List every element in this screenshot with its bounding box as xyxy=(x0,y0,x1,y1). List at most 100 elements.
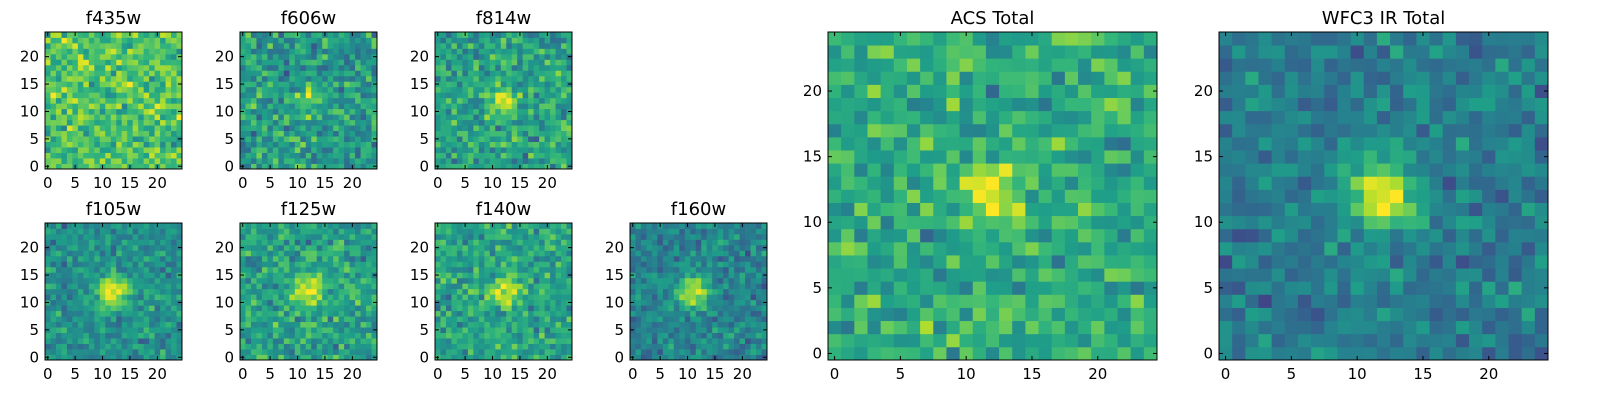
heatmap-cell xyxy=(500,343,507,350)
heatmap-cell xyxy=(473,266,480,273)
heatmap-cell xyxy=(640,266,647,273)
heatmap-cell xyxy=(371,152,378,159)
heatmap-cell xyxy=(294,114,301,121)
heatmap-cell xyxy=(77,261,84,268)
heatmap-cell xyxy=(149,294,155,301)
heatmap-cell xyxy=(165,354,172,361)
heatmap-cell xyxy=(311,288,318,295)
heatmap-cell xyxy=(327,163,334,170)
heatmap-cell xyxy=(245,310,252,317)
heatmap-cell xyxy=(143,42,150,49)
heatmap-cell xyxy=(294,53,301,60)
heatmap-cell xyxy=(517,349,524,355)
heatmap-cell xyxy=(723,223,730,229)
panel-title-f606w: f606w xyxy=(281,8,336,29)
heatmap-cell xyxy=(511,97,518,104)
heatmap-cell xyxy=(338,332,345,339)
heatmap-cell xyxy=(550,354,556,361)
heatmap-cell xyxy=(695,310,702,317)
heatmap-cell xyxy=(695,283,702,290)
heatmap-cell xyxy=(456,321,463,328)
heatmap-cell xyxy=(690,223,697,229)
heatmap-cell xyxy=(160,244,166,251)
heatmap-cell xyxy=(566,332,573,339)
heatmap-cell xyxy=(1130,346,1145,361)
heatmap-cell xyxy=(267,283,274,290)
heatmap-cell xyxy=(72,53,79,60)
heatmap-cell xyxy=(160,163,166,170)
heatmap-cell xyxy=(1038,176,1053,190)
heatmap-cell xyxy=(300,244,307,251)
heatmap-cell xyxy=(311,136,318,142)
heatmap-cell xyxy=(110,86,117,93)
heatmap-cell xyxy=(506,332,513,339)
heatmap-cell xyxy=(360,158,367,164)
heatmap-cell xyxy=(478,349,485,355)
heatmap-cell xyxy=(646,349,653,355)
heatmap-cell xyxy=(105,305,112,312)
heatmap-cell xyxy=(305,228,312,235)
heatmap-cell xyxy=(550,310,556,317)
heatmap-cell xyxy=(344,321,350,328)
heatmap-cell xyxy=(99,250,106,257)
heatmap-cell xyxy=(539,92,545,99)
heatmap-cell xyxy=(673,316,680,323)
heatmap-cell xyxy=(544,42,551,49)
heatmap-cell xyxy=(272,125,279,132)
heatmap-cell xyxy=(566,114,573,121)
heatmap-cell xyxy=(522,266,529,273)
heatmap-cell xyxy=(160,81,166,88)
heatmap-cell xyxy=(176,86,183,93)
heatmap-cell xyxy=(338,163,345,170)
heatmap-cell xyxy=(756,354,762,361)
heatmap-cell xyxy=(105,343,112,350)
heatmap-cell xyxy=(61,48,68,55)
heatmap-cell xyxy=(55,349,62,355)
heatmap-cell xyxy=(305,125,312,132)
x-tick-label: 20 xyxy=(538,174,557,192)
heatmap-cell xyxy=(500,244,507,251)
heatmap-cell xyxy=(1078,228,1092,243)
heatmap-cell xyxy=(267,228,274,235)
heatmap-cell xyxy=(77,53,84,60)
heatmap-cell xyxy=(88,223,95,229)
heatmap-cell xyxy=(149,152,155,159)
heatmap-cell xyxy=(360,147,367,153)
heatmap-cell xyxy=(72,288,79,295)
heatmap-cell xyxy=(517,108,524,115)
heatmap-cell xyxy=(88,158,95,164)
heatmap-cell xyxy=(657,299,664,306)
heatmap-cell xyxy=(467,310,474,317)
heatmap-cell xyxy=(300,53,307,60)
heatmap-cell xyxy=(316,64,323,71)
heatmap-cell xyxy=(371,294,378,301)
heatmap-cell xyxy=(160,239,166,246)
heatmap-cell xyxy=(745,239,751,246)
heatmap-cell xyxy=(55,119,62,126)
heatmap-cell xyxy=(267,266,274,273)
heatmap-cell xyxy=(278,294,285,301)
heatmap-cell xyxy=(1025,189,1039,203)
heatmap-cell xyxy=(473,261,480,268)
heatmap-cell xyxy=(489,272,496,279)
heatmap-cell xyxy=(533,136,540,142)
heatmap-cell xyxy=(561,316,567,323)
heatmap-cell xyxy=(360,64,367,71)
heatmap-cell xyxy=(294,48,301,55)
heatmap-cell xyxy=(83,70,90,77)
heatmap-cell xyxy=(484,349,491,355)
heatmap-cell xyxy=(305,48,312,55)
axes-frame-f125w xyxy=(239,222,378,361)
heatmap-cell xyxy=(338,305,345,312)
heatmap-cell xyxy=(72,119,79,126)
heatmap-cell xyxy=(127,92,134,99)
heatmap-cell xyxy=(673,332,680,339)
heatmap-cell xyxy=(1143,215,1158,230)
heatmap-cell xyxy=(366,310,372,317)
heatmap-cell xyxy=(143,75,150,82)
heatmap-cell xyxy=(176,239,183,246)
heatmap-cell xyxy=(506,266,513,273)
heatmap-cell xyxy=(511,32,518,38)
heatmap-cell xyxy=(94,288,101,295)
